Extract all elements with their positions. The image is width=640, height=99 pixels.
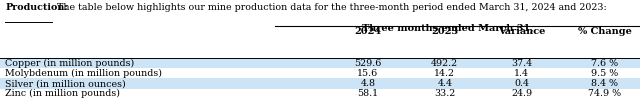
Text: 9.5 %: 9.5 % (591, 69, 618, 78)
Text: Production:: Production: (5, 3, 68, 12)
Text: Three months ended March 31,: Three months ended March 31, (362, 24, 534, 33)
Bar (0, 78, 640, 89)
Text: 14.2: 14.2 (435, 69, 455, 78)
Text: 2024: 2024 (355, 27, 381, 36)
Text: 7.6 %: 7.6 % (591, 59, 618, 68)
Text: Variance: Variance (498, 27, 545, 36)
Text: Molybdenum (in million pounds): Molybdenum (in million pounds) (5, 69, 162, 78)
Bar (0, 58, 640, 68)
Text: 4.4: 4.4 (437, 79, 452, 88)
Text: 58.1: 58.1 (357, 89, 379, 98)
Text: 74.9 %: 74.9 % (588, 89, 621, 98)
Text: 37.4: 37.4 (511, 59, 532, 68)
Text: 4.8: 4.8 (360, 79, 376, 88)
Text: 33.2: 33.2 (434, 89, 456, 98)
Text: 8.4 %: 8.4 % (591, 79, 618, 88)
Text: 15.6: 15.6 (357, 69, 379, 78)
Text: 2023: 2023 (431, 27, 458, 36)
Bar (0, 89, 640, 99)
Text: 529.6: 529.6 (355, 59, 381, 68)
Text: The table below highlights our mine production data for the three-month period e: The table below highlights our mine prod… (54, 3, 607, 12)
Text: Copper (in million pounds): Copper (in million pounds) (5, 59, 134, 68)
Text: 1.4: 1.4 (514, 69, 529, 78)
Text: 492.2: 492.2 (431, 59, 458, 68)
Text: 0.4: 0.4 (514, 79, 529, 88)
Text: 24.9: 24.9 (511, 89, 532, 98)
Text: % Change: % Change (578, 27, 632, 36)
Bar (0, 68, 640, 78)
Text: Zinc (in million pounds): Zinc (in million pounds) (5, 89, 120, 98)
Text: Silver (in million ounces): Silver (in million ounces) (5, 79, 126, 88)
